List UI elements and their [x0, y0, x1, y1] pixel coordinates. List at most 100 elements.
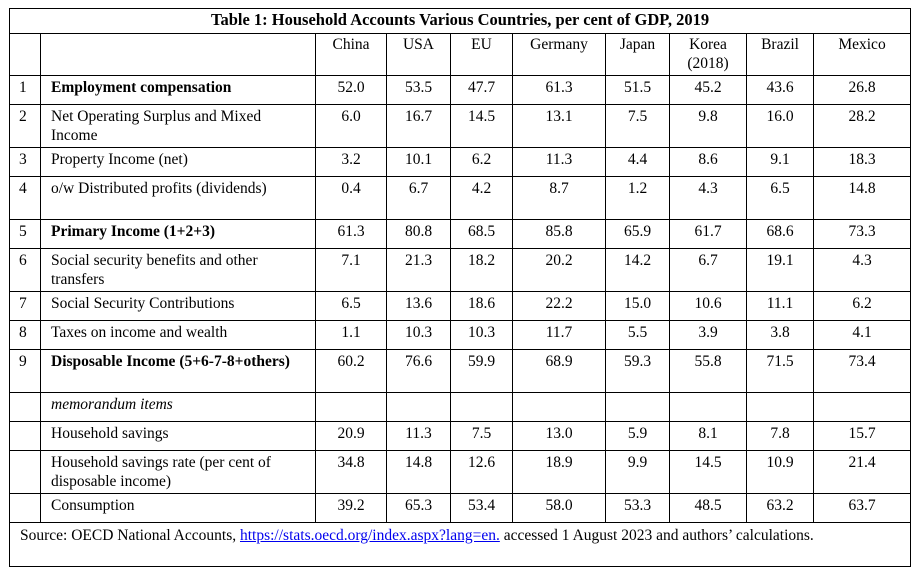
table-cell: 45.2 [669, 75, 747, 105]
table-cell: 55.8 [669, 349, 747, 393]
row-number: 1 [9, 75, 41, 105]
table-cell: 4.4 [605, 147, 670, 177]
row-number: 4 [9, 176, 41, 220]
table-cell: 51.5 [605, 75, 670, 105]
table-row: Household savings rate (per cent of disp… [9, 450, 912, 494]
table-cell: 76.6 [386, 349, 451, 393]
table-cell: 19.1 [746, 248, 814, 292]
table-cell: 47.7 [450, 75, 513, 105]
table-cell: 65.3 [386, 493, 451, 523]
table-cell: 6.5 [315, 291, 387, 321]
table-cell: 6.5 [746, 176, 814, 220]
table-cell: 0.4 [315, 176, 387, 220]
table-cell: 8.1 [669, 421, 747, 451]
table-cell: 14.8 [812, 176, 912, 220]
table-cell: 43.6 [746, 75, 814, 105]
table-cell: 4.3 [812, 248, 912, 292]
household-accounts-table: Table 1: Household Accounts Various Coun… [8, 8, 912, 567]
table-cell: 14.2 [605, 248, 670, 292]
table-cell: 53.4 [450, 493, 513, 523]
row-number: 3 [9, 147, 41, 177]
row-label: Social Security Contributions [40, 291, 316, 321]
table-cell: 16.7 [386, 104, 451, 148]
table-cell: 1.2 [605, 176, 670, 220]
table-cell: 85.8 [512, 219, 606, 249]
table-cell [605, 392, 670, 422]
table-cell: 68.6 [746, 219, 814, 249]
table-cell: 18.6 [450, 291, 513, 321]
table-cell: 20.2 [512, 248, 606, 292]
row-number [9, 493, 41, 523]
table-cell: 12.6 [450, 450, 513, 494]
column-header-usa: USA [386, 33, 451, 76]
table-cell: 7.5 [605, 104, 670, 148]
table-cell: 10.9 [746, 450, 814, 494]
row-label: Property Income (net) [40, 147, 316, 177]
table-cell [746, 392, 814, 422]
table-cell: 20.9 [315, 421, 387, 451]
row-number: 9 [9, 349, 41, 393]
table-cell: 21.4 [812, 450, 912, 494]
table-cell: 4.3 [669, 176, 747, 220]
table-container: Table 1: Household Accounts Various Coun… [8, 8, 912, 567]
table-cell: 18.9 [512, 450, 606, 494]
table-cell [512, 392, 606, 422]
table-cell: 48.5 [669, 493, 747, 523]
row-label: Social security benefits and other trans… [40, 248, 316, 292]
table-row: 2 Net Operating Surplus and Mixed Income 6… [9, 104, 912, 148]
table-cell: 39.2 [315, 493, 387, 523]
table-cell: 10.6 [669, 291, 747, 321]
table-cell: 22.2 [512, 291, 606, 321]
table-cell: 3.8 [746, 320, 814, 350]
table-cell: 80.8 [386, 219, 451, 249]
table-cell: 3.2 [315, 147, 387, 177]
row-number: 6 [9, 248, 41, 292]
table-cell: 65.9 [605, 219, 670, 249]
table-cell: 11.3 [386, 421, 451, 451]
table-cell: 61.3 [512, 75, 606, 105]
table-row: Household savings 20.9 11.3 7.5 13.0 5.9 8.1 7.… [9, 421, 912, 451]
source-link[interactable]: https://stats.oecd.org/index.aspx?lang=e… [239, 527, 500, 544]
table-row: 5 Primary Income (1+2+3) 61.3 80.8 68.5 85.8 6… [9, 219, 912, 249]
table-cell: 13.0 [512, 421, 606, 451]
row-label: Employment compensation [40, 75, 316, 105]
table-cell [386, 392, 451, 422]
table-cell: 59.9 [450, 349, 513, 393]
table-cell: 61.7 [669, 219, 747, 249]
table-cell: 5.5 [605, 320, 670, 350]
table-row: 9 Disposable Income (5+6-7-8+others) 60.2 7… [9, 349, 912, 393]
row-label: Net Operating Surplus and Mixed Income [40, 104, 316, 148]
table-cell: 73.3 [812, 219, 912, 249]
table-cell: 26.8 [812, 75, 912, 105]
table-row: 7 Social Security Contributions 6.5 13.6 18.… [9, 291, 912, 321]
table-cell [669, 392, 747, 422]
row-label: Disposable Income (5+6-7-8+others) [40, 349, 316, 393]
table-cell: 15.7 [812, 421, 912, 451]
source-row: Source: OECD National Accounts, https://… [8, 522, 912, 567]
row-label: memorandum items [40, 392, 316, 422]
table-cell: 53.3 [605, 493, 670, 523]
table-cell: 6.7 [669, 248, 747, 292]
row-label: Household savings rate (per cent of disp… [40, 450, 316, 494]
title-row: Table 1: Household Accounts Various Coun… [8, 8, 912, 34]
column-header-eu: EU [450, 33, 513, 76]
table-row: Consumption 39.2 65.3 53.4 58.0 53.3 48.5 63.2 6… [9, 493, 912, 523]
table-cell: 14.5 [669, 450, 747, 494]
table-cell: 60.2 [315, 349, 387, 393]
column-header-korea: Korea (2018) [669, 33, 747, 76]
table-cell: 21.3 [386, 248, 451, 292]
table-cell: 6.0 [315, 104, 387, 148]
table-row: memorandum items [9, 392, 912, 422]
table-cell: 6.2 [812, 291, 912, 321]
table-cell [812, 392, 912, 422]
table-cell [315, 392, 387, 422]
table-cell: 6.7 [386, 176, 451, 220]
table-row: 3 Property Income (net) 3.2 10.1 6.2 11.3 4.4 8… [9, 147, 912, 177]
table-cell: 7.1 [315, 248, 387, 292]
table-cell: 73.4 [812, 349, 912, 393]
table-row: 8 Taxes on income and wealth 1.1 10.3 10.3 11… [9, 320, 912, 350]
table-cell: 59.3 [605, 349, 670, 393]
table-cell: 11.3 [512, 147, 606, 177]
table-cell: 63.2 [746, 493, 814, 523]
table-cell: 3.9 [669, 320, 747, 350]
